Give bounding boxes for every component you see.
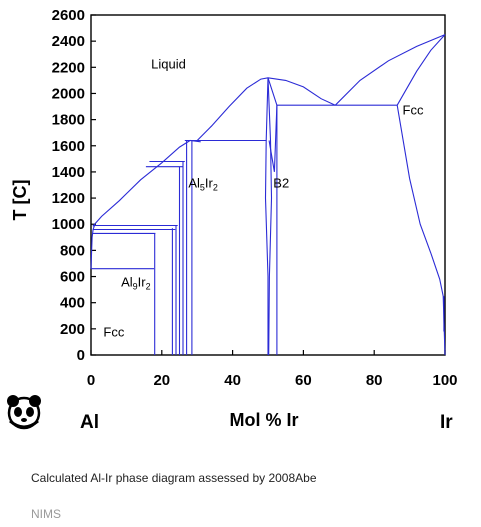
region-label: Fcc [103,325,124,340]
phase-boundary-liquidus-dome [196,77,336,141]
source-credit: NIMS [31,507,61,521]
y-tick-label: 2000 [52,85,85,102]
y-axis-label: T [C] [10,180,30,221]
phase-boundary-b2-left [264,77,269,355]
axis-ticks: 0200400600800100012001400160018002000220… [52,7,458,389]
phase-boundary-b2-left-inner [267,77,273,356]
y-tick-label: 200 [60,321,85,338]
phase-boundary-b2-notch [268,105,278,172]
left-element-label: Al [80,412,99,433]
caption: Calculated Al-Ir phase diagram assessed … [31,471,317,485]
panda-icon [5,393,43,431]
x-axis-label: Mol % Ir [229,410,298,430]
phase-boundary-liquidus-left [92,139,201,227]
y-tick-label: 600 [60,269,85,286]
y-tick-label: 2200 [52,59,85,76]
x-tick-label: 0 [87,372,95,389]
x-tick-label: 20 [153,372,170,389]
phase-diagram: T [C] 0200400600800100012001400160018002… [10,7,458,430]
phase-boundary-fcc-solvus-outer [396,105,446,356]
region-label: Liquid [151,57,186,72]
y-tick-label: 1400 [52,164,85,181]
y-tick-label: 1800 [52,112,85,129]
y-tick-label: 1200 [52,190,85,207]
region-label: Al9Ir2 [121,274,151,291]
y-tick-label: 800 [60,242,85,259]
right-element-label: Ir [440,412,453,433]
x-tick-label: 60 [295,372,312,389]
region-label: Al5Ir2 [188,176,218,193]
y-tick-label: 0 [77,347,85,364]
phase-boundary-solidus-right [396,34,446,106]
phase-boundaries [90,34,446,356]
x-tick-label: 100 [432,372,457,389]
region-label: Fcc [403,102,424,117]
region-labels: Liquid Al5Ir2 B2 Fcc Al9Ir2 Fcc [103,57,424,340]
x-tick-label: 40 [224,372,241,389]
region-label: B2 [273,176,289,191]
y-tick-label: 1000 [52,216,85,233]
phase-boundary-liquidus-right [334,34,446,106]
y-tick-label: 400 [60,295,85,312]
x-tick-label: 80 [366,372,383,389]
y-tick-label: 2400 [52,33,85,50]
y-tick-label: 2600 [52,7,85,24]
y-tick-label: 1600 [52,138,85,155]
